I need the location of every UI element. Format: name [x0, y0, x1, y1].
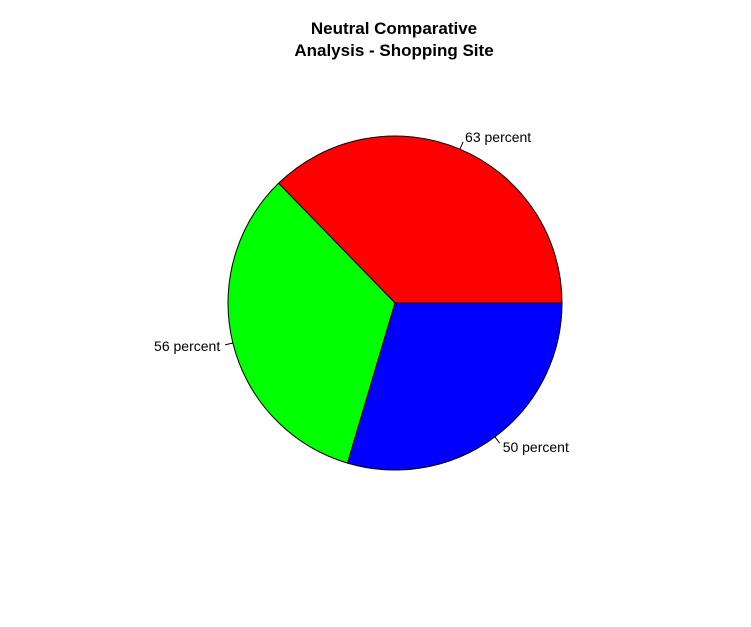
- label-tick-3: [494, 436, 501, 444]
- pie-slice-3: [346, 302, 563, 471]
- pie-slice-2: [227, 182, 396, 464]
- slice-label-1: 63 percent: [465, 129, 531, 145]
- label-tick-1: [459, 141, 464, 150]
- slice-label-3: 50 percent: [503, 439, 569, 455]
- pie-slice-1: [277, 135, 563, 304]
- pie-slices: [227, 135, 563, 471]
- chart-title: Neutral Comparative Analysis - Shopping …: [294, 19, 494, 60]
- slice-labels: 63 percent 56 percent 50 percent: [154, 129, 569, 455]
- label-tick-2: [224, 342, 233, 346]
- label-ticks: [224, 141, 501, 444]
- slice-label-2: 56 percent: [154, 338, 220, 354]
